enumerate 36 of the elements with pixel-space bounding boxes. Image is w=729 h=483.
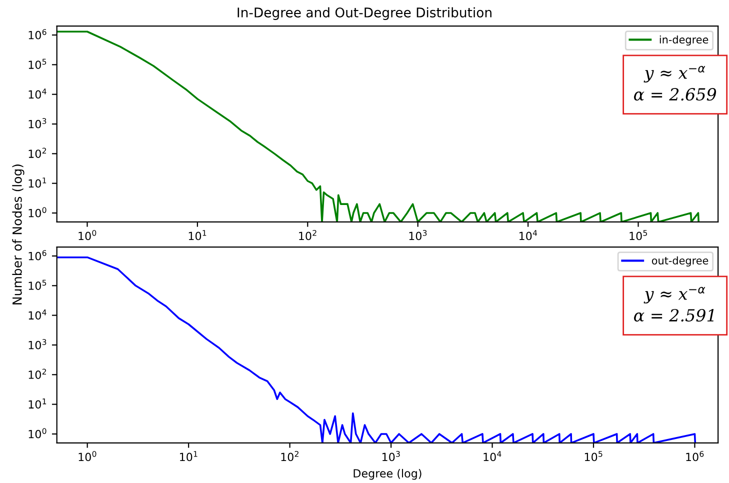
x-tick-label: 10$^{0}$ <box>78 230 96 240</box>
y-tick-label: 10$^{2}$ <box>28 148 46 158</box>
y-tick-label: 10$^{1}$ <box>28 398 46 409</box>
x-tick-label: 10$^{4}$ <box>484 451 502 462</box>
y-tick-label: 10$^{4}$ <box>28 88 46 99</box>
y-tick-label: 10$^{0}$ <box>28 207 46 218</box>
x-tick-label: 10$^{5}$ <box>584 451 602 462</box>
x-axis-title: Degree (log) <box>354 468 422 480</box>
annotation: y ≈ x$^{−α}$ <box>644 286 706 304</box>
y-tick-label: 10$^{2}$ <box>28 368 46 379</box>
x-tick-label: 10$^{5}$ <box>630 230 647 240</box>
legend-label: out-degree <box>652 256 708 267</box>
x-tick-label: 10$^{2}$ <box>299 230 316 240</box>
x-tick-label: 10$^{3}$ <box>409 230 427 240</box>
y-tick-label: 10$^{4}$ <box>28 310 46 320</box>
annotation: α = 2.659 <box>634 88 716 101</box>
x-tick-label: 10$^{1}$ <box>180 451 198 462</box>
y-tick-label: 10$^{3}$ <box>28 118 46 128</box>
chart-title: In-Degree and Out-Degree Distribution <box>238 7 492 20</box>
y-tick-label: 10$^{5}$ <box>28 58 46 69</box>
y-tick-label: 10$^{0}$ <box>28 428 46 438</box>
x-tick-label: 10$^{4}$ <box>519 230 538 240</box>
x-tick-label: 10$^{0}$ <box>78 450 96 462</box>
x-tick-label: 10$^{2}$ <box>281 450 298 462</box>
y-tick-label: 10$^{1}$ <box>28 178 46 188</box>
x-tick-label: 10$^{1}$ <box>188 230 206 240</box>
x-tick-label: 10$^{3}$ <box>382 450 400 462</box>
y-tick-label: 10$^{3}$ <box>28 339 46 350</box>
legend-label: in-degree <box>660 35 708 46</box>
y-tick-label: 10$^{6}$ <box>28 29 46 40</box>
y-tick-label: 10$^{6}$ <box>28 250 46 260</box>
x-tick-label: 10$^{6}$ <box>686 450 704 462</box>
annotation: α = 2.591 <box>634 308 714 322</box>
annotation: y ≈ x$^{−α}$ <box>644 66 706 82</box>
y-axis-title: Number of Nodes (log) <box>12 164 24 304</box>
y-tick-label: 10$^{5}$ <box>28 280 46 290</box>
